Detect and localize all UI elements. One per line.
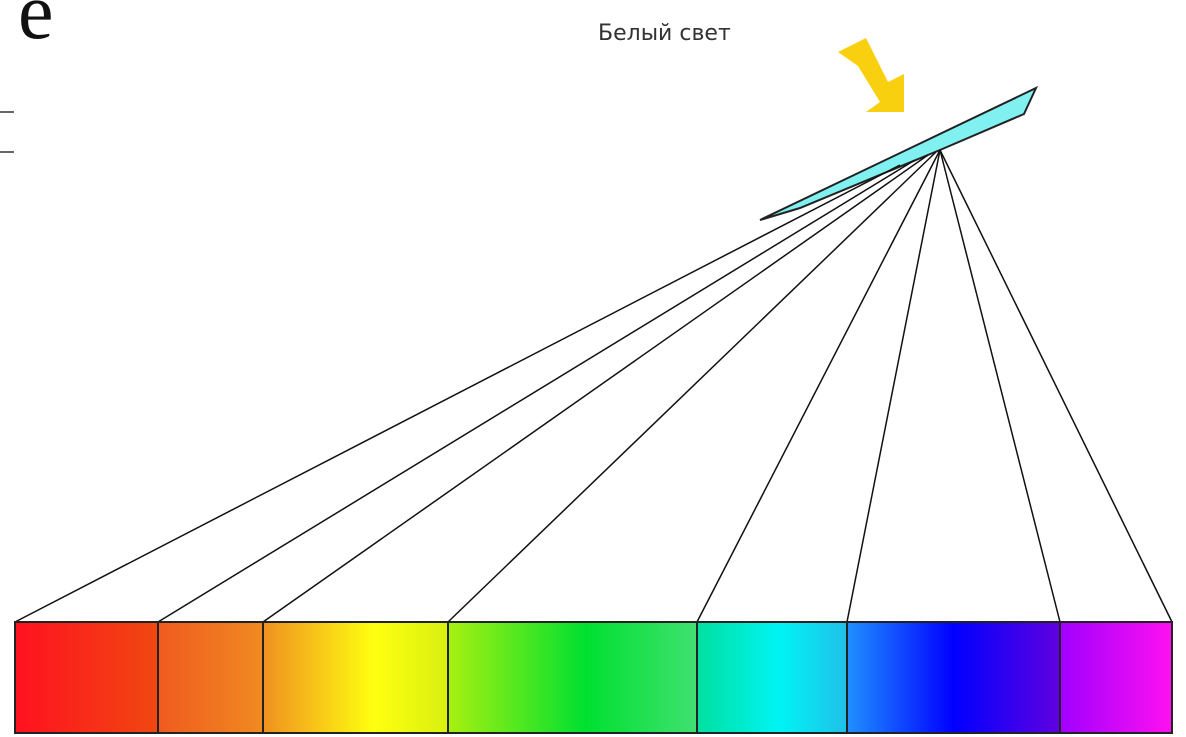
slide-text-fragment: е [18,0,54,56]
light-arrow [838,38,904,112]
light-label: Белый свет [598,21,731,46]
rays [15,150,1172,622]
diagram: е Белый свет [0,0,1186,737]
spectrum [15,622,1172,733]
